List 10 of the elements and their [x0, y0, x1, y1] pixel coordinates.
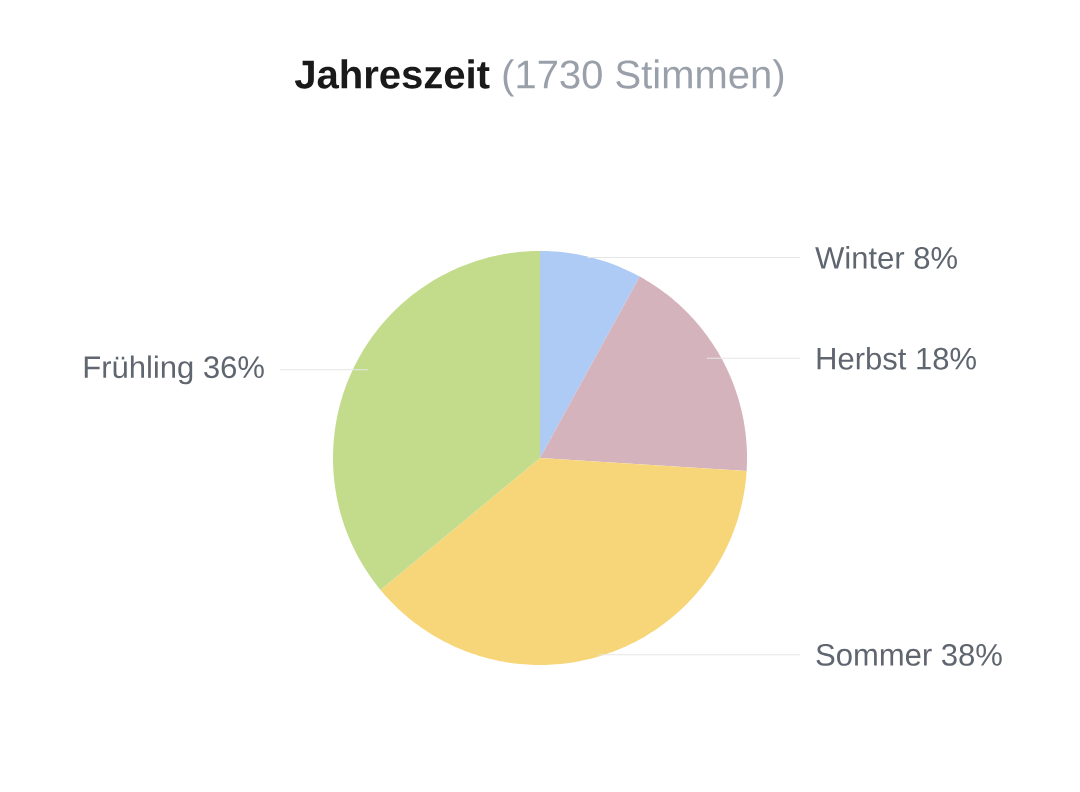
- chart-subtitle: (1730 Stimmen): [503, 59, 784, 97]
- slice-label: Sommer: [816, 643, 932, 666]
- slice-label: Winter: [815, 246, 905, 269]
- data-label: 8%: [914, 246, 957, 269]
- slice-label: Frühling: [84, 355, 193, 385]
- data-label: 18%: [917, 347, 976, 370]
- slice-label: Herbst: [817, 346, 907, 370]
- data-label: 36%: [204, 356, 264, 379]
- chart-title: Jahreszeit: [294, 59, 490, 89]
- data-label: 38%: [942, 643, 1002, 666]
